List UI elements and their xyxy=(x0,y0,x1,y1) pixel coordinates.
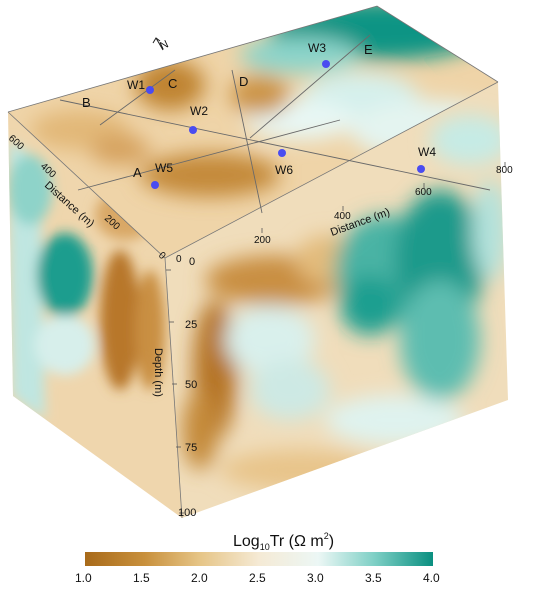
north-arrow-icon: N xyxy=(152,37,170,53)
depth-label: Depth (m) xyxy=(152,348,164,397)
well-w2-marker xyxy=(189,126,197,134)
depth-tick-50: 50 xyxy=(185,379,197,391)
profile-label-e: E xyxy=(364,42,373,57)
distance-right-tick-800: 800 xyxy=(496,165,513,176)
profile-label-c: C xyxy=(168,76,177,91)
well-label-w4: W4 xyxy=(418,145,436,159)
distance-right-tick-600: 600 xyxy=(415,187,432,198)
depth-axis: 0 25 50 75 100 Depth (m) xyxy=(152,256,197,519)
well-w5-marker xyxy=(151,181,159,189)
colorbar-tick-1-5: 1.5 xyxy=(133,571,150,585)
colorbar-tick-2-0: 2.0 xyxy=(191,571,208,585)
profile-lines xyxy=(59,34,491,214)
top-face xyxy=(8,6,498,258)
well-w6-marker xyxy=(278,149,286,157)
well-w4-marker xyxy=(417,165,425,173)
well-w3-marker xyxy=(322,60,330,68)
wells xyxy=(146,60,425,189)
well-label-w5: W5 xyxy=(155,161,173,175)
well-label-w3: W3 xyxy=(308,41,326,55)
profile-label-a: A xyxy=(133,165,142,180)
distance-right-tick-400: 400 xyxy=(334,211,351,222)
well-w1-marker xyxy=(146,86,154,94)
depth-tick-75: 75 xyxy=(185,442,197,454)
distance-left-origin-tick: 0 xyxy=(156,250,168,262)
profile-label-d: D xyxy=(239,74,248,89)
colorbar-tick-2-5: 2.5 xyxy=(249,571,266,585)
depth-tick-25: 25 xyxy=(185,319,197,331)
colorbar-title: Log10Tr (Ω m2) xyxy=(233,531,334,552)
distance-right-tick-0: 0 xyxy=(176,254,182,265)
depth-tick-100: 100 xyxy=(178,507,196,519)
well-label-w6: W6 xyxy=(275,163,293,177)
colorbar: Log10Tr (Ω m2) 1.0 1.5 2.0 2.5 3.0 3.5 4… xyxy=(75,531,440,585)
distance-right-tick-200: 200 xyxy=(254,235,271,246)
right-face xyxy=(165,82,508,518)
north-label: N xyxy=(158,38,170,52)
colorbar-tick-3-5: 3.5 xyxy=(365,571,382,585)
colorbar-tick-1-0: 1.0 xyxy=(75,571,92,585)
depth-tick-0: 0 xyxy=(189,256,195,268)
well-label-w2: W2 xyxy=(190,104,208,118)
colorbar-gradient xyxy=(85,552,433,566)
colorbar-tick-4-0: 4.0 xyxy=(423,571,440,585)
colorbar-tick-3-0: 3.0 xyxy=(307,571,324,585)
well-label-w1: W1 xyxy=(127,78,145,92)
profile-label-b: B xyxy=(82,95,91,110)
box-edges xyxy=(7,5,499,519)
